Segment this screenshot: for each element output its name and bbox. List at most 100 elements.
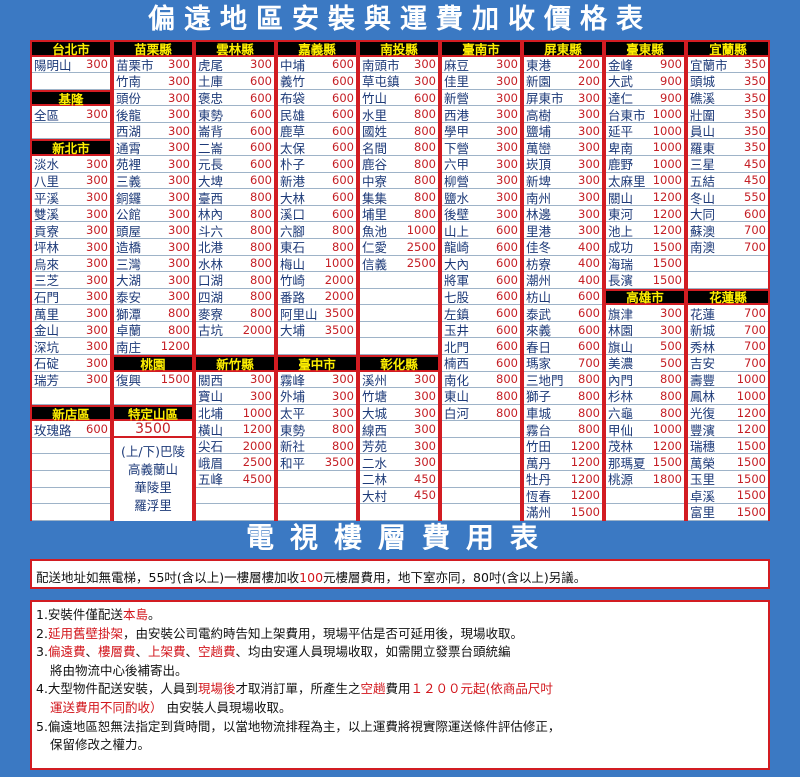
table-row: 萬里 300 bbox=[32, 305, 110, 322]
area-price: 300 bbox=[86, 107, 108, 122]
table-row: 桃源 1800 bbox=[606, 471, 684, 488]
table-row: 大同 600 bbox=[688, 205, 768, 223]
note-text: 空趟費 bbox=[198, 644, 236, 660]
area-name: 金山 bbox=[34, 323, 60, 339]
area-name: 番路 bbox=[280, 289, 306, 305]
table-row: 達仁 900 bbox=[606, 89, 684, 107]
area-price: 2000 bbox=[242, 438, 272, 453]
note-line: 2.延用舊壁掛架，由安裝公司電約時告知上架費用，現場平估是否可延用後，現場收取。 bbox=[36, 625, 764, 644]
note-text: 1.安裝件僅配送 bbox=[36, 607, 123, 622]
area-name: 白河 bbox=[444, 406, 470, 422]
area-price: 1500 bbox=[652, 239, 682, 254]
area-price: 300 bbox=[414, 422, 436, 437]
table-row: 吉安 700 bbox=[688, 354, 768, 372]
table-row: 尖石 2000 bbox=[196, 437, 274, 455]
area-name: 卓溪 bbox=[690, 488, 716, 504]
area-price: 600 bbox=[332, 173, 354, 188]
area-price: 300 bbox=[250, 372, 272, 387]
area-price: 600 bbox=[332, 140, 354, 155]
empty-cell bbox=[442, 487, 520, 505]
area-price: 3500 bbox=[324, 322, 354, 337]
area-name: 林園 bbox=[608, 323, 634, 339]
area-name: 潮州 bbox=[526, 273, 552, 289]
table-row: 壯圍 350 bbox=[688, 106, 768, 123]
area-price: 800 bbox=[496, 372, 518, 387]
area-price: 600 bbox=[578, 306, 600, 321]
note-text: 3. bbox=[36, 644, 48, 660]
table-row: 三芝 300 bbox=[32, 272, 110, 289]
area-price: 350 bbox=[744, 123, 766, 138]
empty-cell bbox=[360, 272, 438, 289]
area-price: 300 bbox=[332, 372, 354, 387]
table-row: 大湖 300 bbox=[114, 272, 192, 289]
table-row: 斗六 800 bbox=[196, 222, 274, 239]
area-price: 800 bbox=[332, 438, 354, 453]
note-text: 保留修改之權力。 bbox=[50, 737, 151, 753]
table-row: 七股 600 bbox=[442, 288, 520, 306]
table-row: 銅鑼 300 bbox=[114, 189, 192, 206]
table-row: 布袋 600 bbox=[278, 89, 356, 107]
area-name: 和平 bbox=[280, 455, 306, 471]
area-price: 300 bbox=[578, 223, 600, 238]
area-price: 600 bbox=[332, 123, 354, 138]
empty-cell bbox=[360, 321, 438, 339]
empty-cell bbox=[114, 388, 192, 405]
area-name: 橫山 bbox=[198, 422, 224, 438]
area-price: 1200 bbox=[160, 339, 190, 354]
table-row: 二水 300 bbox=[360, 454, 438, 472]
area-name: 林內 bbox=[198, 207, 224, 223]
area-name: 萬榮 bbox=[690, 455, 716, 471]
table-row: 鹿谷 800 bbox=[360, 156, 438, 173]
area-price: 1200 bbox=[736, 405, 766, 420]
table-row: 東河 1200 bbox=[606, 205, 684, 223]
area-price: 600 bbox=[250, 156, 272, 171]
area-price: 800 bbox=[578, 372, 600, 387]
area-price: 300 bbox=[496, 107, 518, 122]
table-row: 朴子 600 bbox=[278, 156, 356, 173]
area-name: 新埤 bbox=[526, 173, 552, 189]
table-row: 枋寮 400 bbox=[524, 255, 602, 273]
area-name: 三義 bbox=[116, 173, 142, 189]
table-row: 旗山 500 bbox=[606, 338, 684, 355]
table-row: 南澳 700 bbox=[688, 238, 768, 256]
area-name: 大林 bbox=[280, 190, 306, 206]
area-price: 500 bbox=[660, 339, 682, 354]
region-header: 基隆 bbox=[32, 89, 110, 107]
area-name: 淡水 bbox=[34, 157, 60, 173]
area-price: 1000 bbox=[736, 388, 766, 403]
area-name: 外埔 bbox=[280, 389, 306, 405]
table-row: 來義 600 bbox=[524, 321, 602, 339]
area-price: 600 bbox=[250, 140, 272, 155]
area-name: 名間 bbox=[362, 140, 388, 156]
table-row: 金山 300 bbox=[32, 321, 110, 339]
note-text: 、 bbox=[85, 644, 98, 660]
table-row: 水里 800 bbox=[360, 106, 438, 123]
area-name: 三灣 bbox=[116, 256, 142, 272]
area-price: 600 bbox=[86, 422, 108, 437]
area-price: 300 bbox=[168, 223, 190, 238]
area-name: 蘇澳 bbox=[690, 223, 716, 239]
table-row: 八里 300 bbox=[32, 172, 110, 190]
area-name: 內門 bbox=[608, 372, 634, 388]
note-line: 4.大型物件配送安裝，人員到現場後才取消訂單，所產生之空趟費用１２００元起(依商… bbox=[36, 680, 764, 699]
table-row: 竹田 1200 bbox=[524, 437, 602, 455]
area-name: 萬巒 bbox=[526, 140, 552, 156]
area-name: 甲仙 bbox=[608, 422, 634, 438]
area-price: 200 bbox=[578, 73, 600, 88]
area-name: 那瑪夏 bbox=[608, 455, 646, 471]
table-row: 東山 800 bbox=[442, 388, 520, 405]
area-name: 卑南 bbox=[608, 140, 634, 156]
area-name: 鳳林 bbox=[690, 389, 716, 405]
region-header: 臺南市 bbox=[442, 40, 520, 57]
area-name: 鹿谷 bbox=[362, 157, 388, 173]
table-row: 仁愛 2500 bbox=[360, 238, 438, 256]
area-name: 大內 bbox=[444, 256, 470, 272]
page-title: 偏遠地區安裝與運費加收價格表 bbox=[148, 4, 652, 35]
area-name: 東石 bbox=[280, 240, 306, 256]
area-price: 600 bbox=[578, 322, 600, 337]
table-row: 玉井 600 bbox=[442, 321, 520, 339]
area-price: 350 bbox=[744, 140, 766, 155]
table-row: 雙溪 300 bbox=[32, 205, 110, 223]
area-name: 陽明山 bbox=[34, 57, 72, 73]
table-row: 二林 450 bbox=[360, 471, 438, 488]
